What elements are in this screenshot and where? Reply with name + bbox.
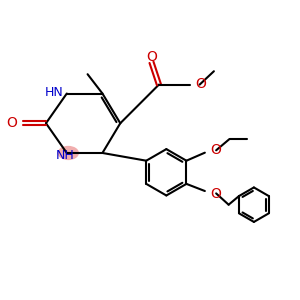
Ellipse shape (58, 146, 79, 160)
Text: HN: HN (44, 85, 63, 98)
Text: O: O (210, 187, 221, 201)
Text: O: O (146, 50, 157, 64)
Text: O: O (196, 77, 206, 91)
Text: NH: NH (56, 149, 75, 162)
Text: O: O (210, 143, 221, 157)
Text: O: O (6, 116, 17, 130)
